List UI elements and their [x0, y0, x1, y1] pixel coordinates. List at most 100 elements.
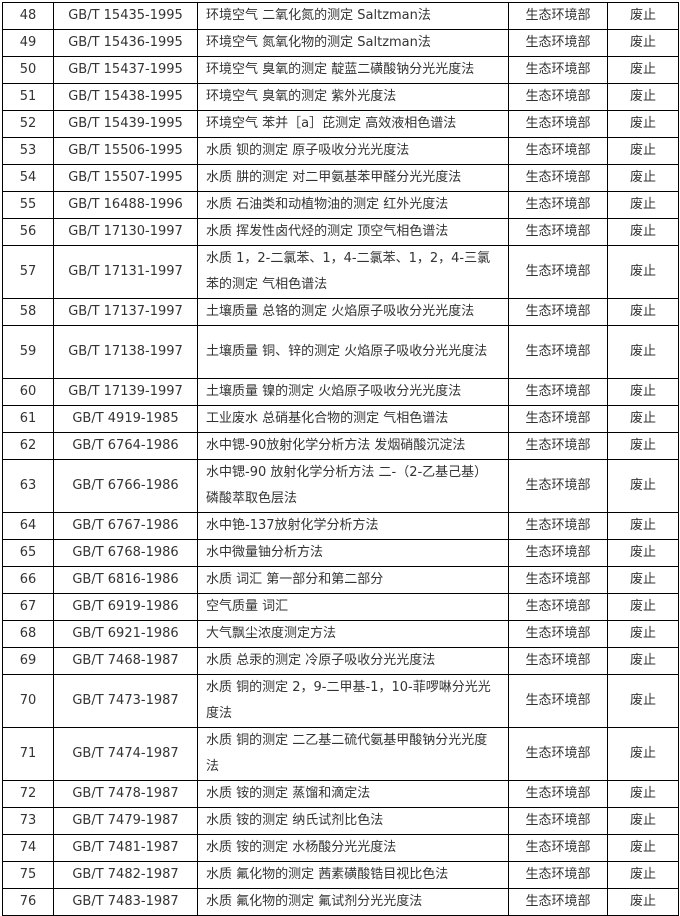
department-cell: 生态环境部: [508, 431, 608, 460]
department-cell: 生态环境部: [508, 511, 608, 540]
table-row: 53 GB/T 15506-1995 水质 钡的测定 原子吸收分光光度法 生态环境部废…: [2, 137, 679, 165]
table-row: 69 GB/T 7468-1987 水质 总汞的测定 冷原子吸收分光光度法 生态环境部…: [2, 646, 679, 675]
table-row: 59 GB/T 17138-1997 土壤质量 铜、锌的测定 火焰原子吸收分光光度法…: [2, 325, 679, 379]
department-cell: 生态环境部: [508, 191, 608, 219]
department-cell: 生态环境部: [508, 806, 608, 835]
status-cell: 废止: [607, 325, 679, 379]
standard-title-cell: 水质 肼的测定 对二甲氨基苯甲醛分光光度法: [197, 164, 509, 192]
standard-code-cell: GB/T 6768-1986: [53, 538, 198, 567]
standard-code-cell: GB/T 17131-1997: [53, 245, 198, 299]
table-row: 60 GB/T 17139-1997 土壤质量 镍的测定 火焰原子吸收分光光度法 生态…: [2, 377, 679, 406]
standard-title-cell: 环境空气 氮氧化物的测定 Saltzman法: [197, 29, 509, 57]
table-row: 65 GB/T 6768-1986 水中微量铀分析方法 生态环境部 废止: [2, 538, 679, 567]
table-row: 73 GB/T 7479-1987 水质 铵的测定 纳氏试剂比色法 生态环境部 废止: [2, 806, 679, 835]
standard-title-cell: 水质 总汞的测定 冷原子吸收分光光度法: [197, 646, 509, 675]
standard-title-cell: 水质 铵的测定 水杨酸分光光度法: [197, 833, 509, 862]
standard-code-cell: GB/T 15437-1995: [53, 56, 198, 84]
standard-title-cell: 水质 石油类和动植物油的测定 红外光度法: [197, 191, 509, 219]
department-cell: 生态环境部: [508, 860, 608, 889]
standard-title-cell: 水质 词汇 第一部分和第二部分: [197, 565, 509, 594]
status-cell: 废止: [607, 218, 679, 246]
standard-title-cell: 环境空气 苯并［a］芘测定 高效液相色谱法: [197, 110, 509, 138]
standard-title-cell: 环境空气 二氧化氮的测定 Saltzman法: [197, 2, 509, 30]
status-cell: 废止: [607, 511, 679, 540]
standard-code-cell: GB/T 6767-1986: [53, 511, 198, 540]
standard-title-cell: 土壤质量 总铬的测定 火焰原子吸收分光光度法: [197, 298, 509, 326]
standard-code-cell: GB/T 15439-1995: [53, 110, 198, 138]
standard-code-cell: GB/T 7482-1987: [53, 860, 198, 889]
row-number-cell: 54: [2, 164, 54, 192]
row-number-cell: 64: [2, 511, 54, 540]
department-cell: 生态环境部: [508, 298, 608, 326]
table-row: 66 GB/T 6816-1986 水质 词汇 第一部分和第二部分 生态环境部 废止: [2, 565, 679, 594]
row-number-cell: 51: [2, 83, 54, 111]
table-row: 63 GB/T 6766-1986 水中锶-90 放射化学分析方法 二-（2-乙基己…: [2, 458, 679, 513]
row-number-cell: 50: [2, 56, 54, 84]
status-cell: 废止: [607, 619, 679, 648]
standard-code-cell: GB/T 15507-1995: [53, 164, 198, 192]
department-cell: 生态环境部: [508, 164, 608, 192]
table-row: 70 GB/T 7473-1987 水质 铜的测定 2，9-二甲基-1，10-菲啰啉…: [2, 673, 679, 728]
standard-code-cell: GB/T 15506-1995: [53, 137, 198, 165]
department-cell: 生态环境部: [508, 538, 608, 567]
standard-title-cell: 土壤质量 铜、锌的测定 火焰原子吸收分光光度法: [197, 325, 509, 379]
table-row: 61 GB/T 4919-1985 工业废水 总硝基化合物的测定 气相色谱法 生态环境…: [2, 404, 679, 433]
department-cell: 生态环境部: [508, 592, 608, 621]
status-cell: 废止: [607, 404, 679, 433]
department-cell: 生态环境部: [508, 218, 608, 246]
department-cell: 生态环境部: [508, 673, 608, 728]
row-number-cell: 70: [2, 673, 54, 728]
row-number-cell: 75: [2, 860, 54, 889]
standard-code-cell: GB/T 6766-1986: [53, 458, 198, 513]
department-cell: 生态环境部: [508, 110, 608, 138]
standard-title-cell: 水中锶-90 放射化学分析方法 二-（2-乙基己基） 磷酸萃取色层法: [197, 458, 509, 513]
row-number-cell: 68: [2, 619, 54, 648]
status-cell: 废止: [607, 56, 679, 84]
row-number-cell: 63: [2, 458, 54, 513]
table-row: 48 GB/T 15435-1995 环境空气 二氧化氮的测定 Saltzman法生…: [2, 2, 679, 30]
table-row: 72 GB/T 7478-1987 水质 铵的测定 蒸馏和滴定法 生态环境部 废止: [2, 779, 679, 808]
status-cell: 废止: [607, 191, 679, 219]
standard-code-cell: GB/T 17137-1997: [53, 298, 198, 326]
status-cell: 废止: [607, 646, 679, 675]
standard-code-cell: GB/T 4919-1985: [53, 404, 198, 433]
row-number-cell: 72: [2, 779, 54, 808]
standard-code-cell: GB/T 6764-1986: [53, 431, 198, 460]
standard-code-cell: GB/T 6816-1986: [53, 565, 198, 594]
standard-title-cell: 水质 1，2-二氯苯、1，4-二氯苯、1，2，4-三氯苯的测定 气相色谱法: [197, 245, 509, 299]
standard-title-cell: 水质 氟化物的测定 氟试剂分光光度法: [197, 887, 509, 916]
table-row: 75 GB/T 7482-1987 水质 氟化物的测定 茜素磺酸锆目视比色法 生态环境…: [2, 860, 679, 889]
standard-title-cell: 空气质量 词汇: [197, 592, 509, 621]
department-cell: 生态环境部: [508, 83, 608, 111]
department-cell: 生态环境部: [508, 245, 608, 299]
standard-code-cell: GB/T 17138-1997: [53, 325, 198, 379]
status-cell: 废止: [607, 83, 679, 111]
department-cell: 生态环境部: [508, 726, 608, 781]
table-row: 56 GB/T 17130-1997 水质 挥发性卤代烃的测定 顶空气相色谱法 生态环…: [2, 218, 679, 246]
row-number-cell: 74: [2, 833, 54, 862]
status-cell: 废止: [607, 806, 679, 835]
status-cell: 废止: [607, 2, 679, 30]
standard-title-cell: 土壤质量 镍的测定 火焰原子吸收分光光度法: [197, 377, 509, 406]
department-cell: 生态环境部: [508, 619, 608, 648]
table-row: 54 GB/T 15507-1995 水质 肼的测定 对二甲氨基苯甲醛分光光度法 生态…: [2, 164, 679, 192]
standard-code-cell: GB/T 7481-1987: [53, 833, 198, 862]
standard-title-cell: 水质 钡的测定 原子吸收分光光度法: [197, 137, 509, 165]
row-number-cell: 61: [2, 404, 54, 433]
standard-code-cell: GB/T 7468-1987: [53, 646, 198, 675]
status-cell: 废止: [607, 860, 679, 889]
standard-title-cell: 环境空气 臭氧的测定 靛蓝二磺酸钠分光光度法: [197, 56, 509, 84]
table-row: 55 GB/T 16488-1996 水质 石油类和动植物油的测定 红外光度法 生态环…: [2, 191, 679, 219]
table-row: 67 GB/T 6919-1986 空气质量 词汇 生态环境部 废止: [2, 592, 679, 621]
standard-title-cell: 水质 氟化物的测定 茜素磺酸锆目视比色法: [197, 860, 509, 889]
row-number-cell: 65: [2, 538, 54, 567]
status-cell: 废止: [607, 377, 679, 406]
row-number-cell: 66: [2, 565, 54, 594]
row-number-cell: 62: [2, 431, 54, 460]
status-cell: 废止: [607, 137, 679, 165]
standard-code-cell: GB/T 7474-1987: [53, 726, 198, 781]
standard-code-cell: GB/T 17139-1997: [53, 377, 198, 406]
department-cell: 生态环境部: [508, 646, 608, 675]
